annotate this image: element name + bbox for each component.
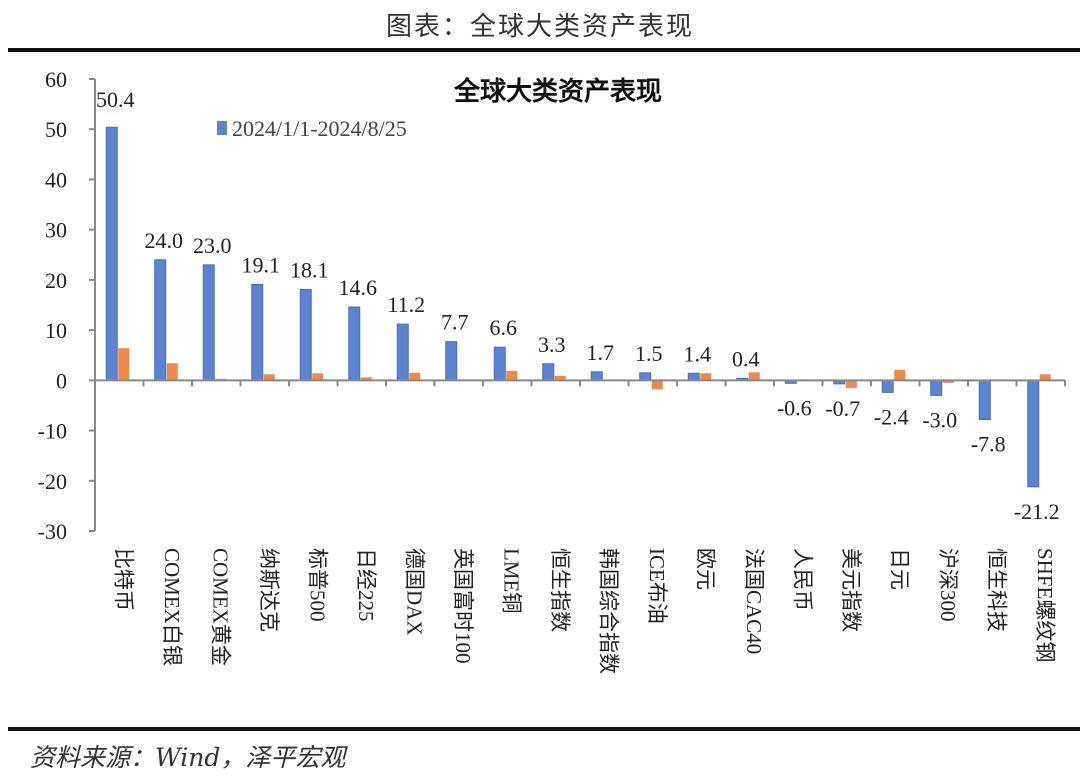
- data-label: 3.3: [538, 332, 566, 357]
- bar-series-1: [930, 379, 943, 396]
- data-label: -0.7: [825, 396, 860, 421]
- x-tick-label: SHFE螺纹钢: [1033, 548, 1057, 662]
- y-tick-label: -20: [38, 469, 67, 494]
- data-label: 24.0: [145, 228, 184, 253]
- data-label: 6.6: [490, 315, 518, 340]
- data-label: 23.0: [193, 233, 232, 258]
- data-label: 50.4: [96, 87, 135, 112]
- bar-series-1: [299, 288, 312, 381]
- bar-series-1: [1027, 379, 1040, 488]
- data-label: -21.2: [1014, 499, 1060, 524]
- x-tick-label: 沪深300: [936, 548, 960, 622]
- data-label: 14.6: [339, 275, 378, 300]
- y-tick-label: 30: [45, 218, 67, 243]
- y-tick-label: 0: [56, 368, 67, 393]
- y-tick-label: -10: [38, 419, 67, 444]
- bar-series-1: [881, 379, 894, 393]
- legend-swatch: [217, 121, 227, 135]
- bar-series-2: [312, 373, 324, 381]
- x-tick-label: 标普500: [305, 548, 329, 622]
- bar-series-1: [154, 259, 167, 381]
- x-tick-label: 德国DAX: [402, 548, 426, 636]
- data-label: 1.5: [635, 341, 663, 366]
- data-label: 7.7: [441, 310, 469, 335]
- x-tick-label: 人民币: [790, 548, 814, 611]
- bar-series-2: [118, 348, 130, 381]
- data-label: 1.7: [587, 340, 615, 365]
- x-tick-label: 欧元: [693, 548, 717, 590]
- y-tick-label: 40: [45, 167, 67, 192]
- figure-header: 图表：全球大类资产表现: [385, 12, 694, 42]
- x-tick-label: LME铜: [499, 548, 523, 613]
- bar-series-2: [409, 372, 421, 381]
- bar-chart: 60 50 40 30 20 10 0 -10 -20 -30 50.4 比特币 24.0 COMEX白银…: [38, 67, 1066, 674]
- footer-rule: [8, 727, 1080, 731]
- bar-series-2: [700, 373, 712, 381]
- y-tick-label: 50: [45, 117, 67, 142]
- bar-series-1: [396, 323, 409, 381]
- x-tick-label: ICE布油: [645, 548, 669, 624]
- bar-series-2: [1039, 374, 1051, 381]
- bar-series-2: [554, 375, 566, 381]
- bar-series-1: [542, 363, 555, 381]
- data-label: -3.0: [922, 407, 957, 432]
- data-label: 1.4: [684, 341, 712, 366]
- bar-series-2: [506, 370, 518, 381]
- data-label: -2.4: [874, 404, 909, 429]
- source-note: 资料来源：Wind，泽平宏观: [30, 743, 346, 772]
- x-tick-label: 日经225: [354, 548, 378, 622]
- data-label: 0.4: [732, 346, 760, 371]
- header-rule: [8, 48, 1080, 52]
- data-label: -0.6: [777, 395, 812, 420]
- bar-series-2: [845, 380, 857, 388]
- y-tick-label: 10: [45, 318, 67, 343]
- x-tick-label: 美元指数: [839, 548, 863, 632]
- bar-series-2: [651, 380, 663, 390]
- x-tick-label: 纳斯达克: [257, 548, 281, 632]
- bar-series-2: [942, 380, 954, 383]
- x-tick-label: 法国CAC40: [742, 548, 766, 654]
- bar-series-1: [493, 346, 506, 381]
- bar-series-1: [639, 372, 652, 381]
- data-label: -7.8: [971, 432, 1006, 457]
- bar-series-1: [687, 372, 700, 381]
- bar-series-1: [348, 306, 361, 381]
- bar-series-2: [360, 377, 372, 381]
- x-tick-label: 日元: [887, 548, 911, 590]
- bar-series-2: [263, 374, 275, 381]
- data-label: 18.1: [290, 257, 329, 282]
- bar-series-1: [105, 126, 118, 381]
- y-tick-label: 60: [45, 67, 67, 92]
- x-tick-label: 比特币: [111, 548, 135, 611]
- x-tick-label: 英国富时100: [451, 548, 475, 664]
- bar-series-2: [166, 363, 178, 381]
- data-label: 11.2: [387, 292, 425, 317]
- x-tick-label: 恒生科技: [984, 548, 1008, 632]
- x-tick-label: COMEX白银: [160, 548, 184, 666]
- y-tick-label: -30: [38, 519, 67, 544]
- data-label: 19.1: [242, 252, 281, 277]
- x-tick-label: 恒生指数: [548, 548, 572, 632]
- bar-series-1: [978, 379, 991, 421]
- legend-label: 2024/1/1-2024/8/25: [232, 116, 407, 141]
- bar-series-2: [748, 372, 760, 381]
- y-tick-label: 20: [45, 268, 67, 293]
- x-tick-label: COMEX黄金: [208, 548, 232, 666]
- bar-series-1: [202, 264, 215, 381]
- bar-series-1: [445, 341, 458, 381]
- bar-series-1: [590, 371, 603, 381]
- chart-title: 全球大类资产表现: [453, 76, 662, 107]
- bar-series-1: [251, 283, 264, 381]
- bar-series-2: [894, 369, 906, 381]
- x-tick-label: 韩国综合指数: [596, 548, 620, 674]
